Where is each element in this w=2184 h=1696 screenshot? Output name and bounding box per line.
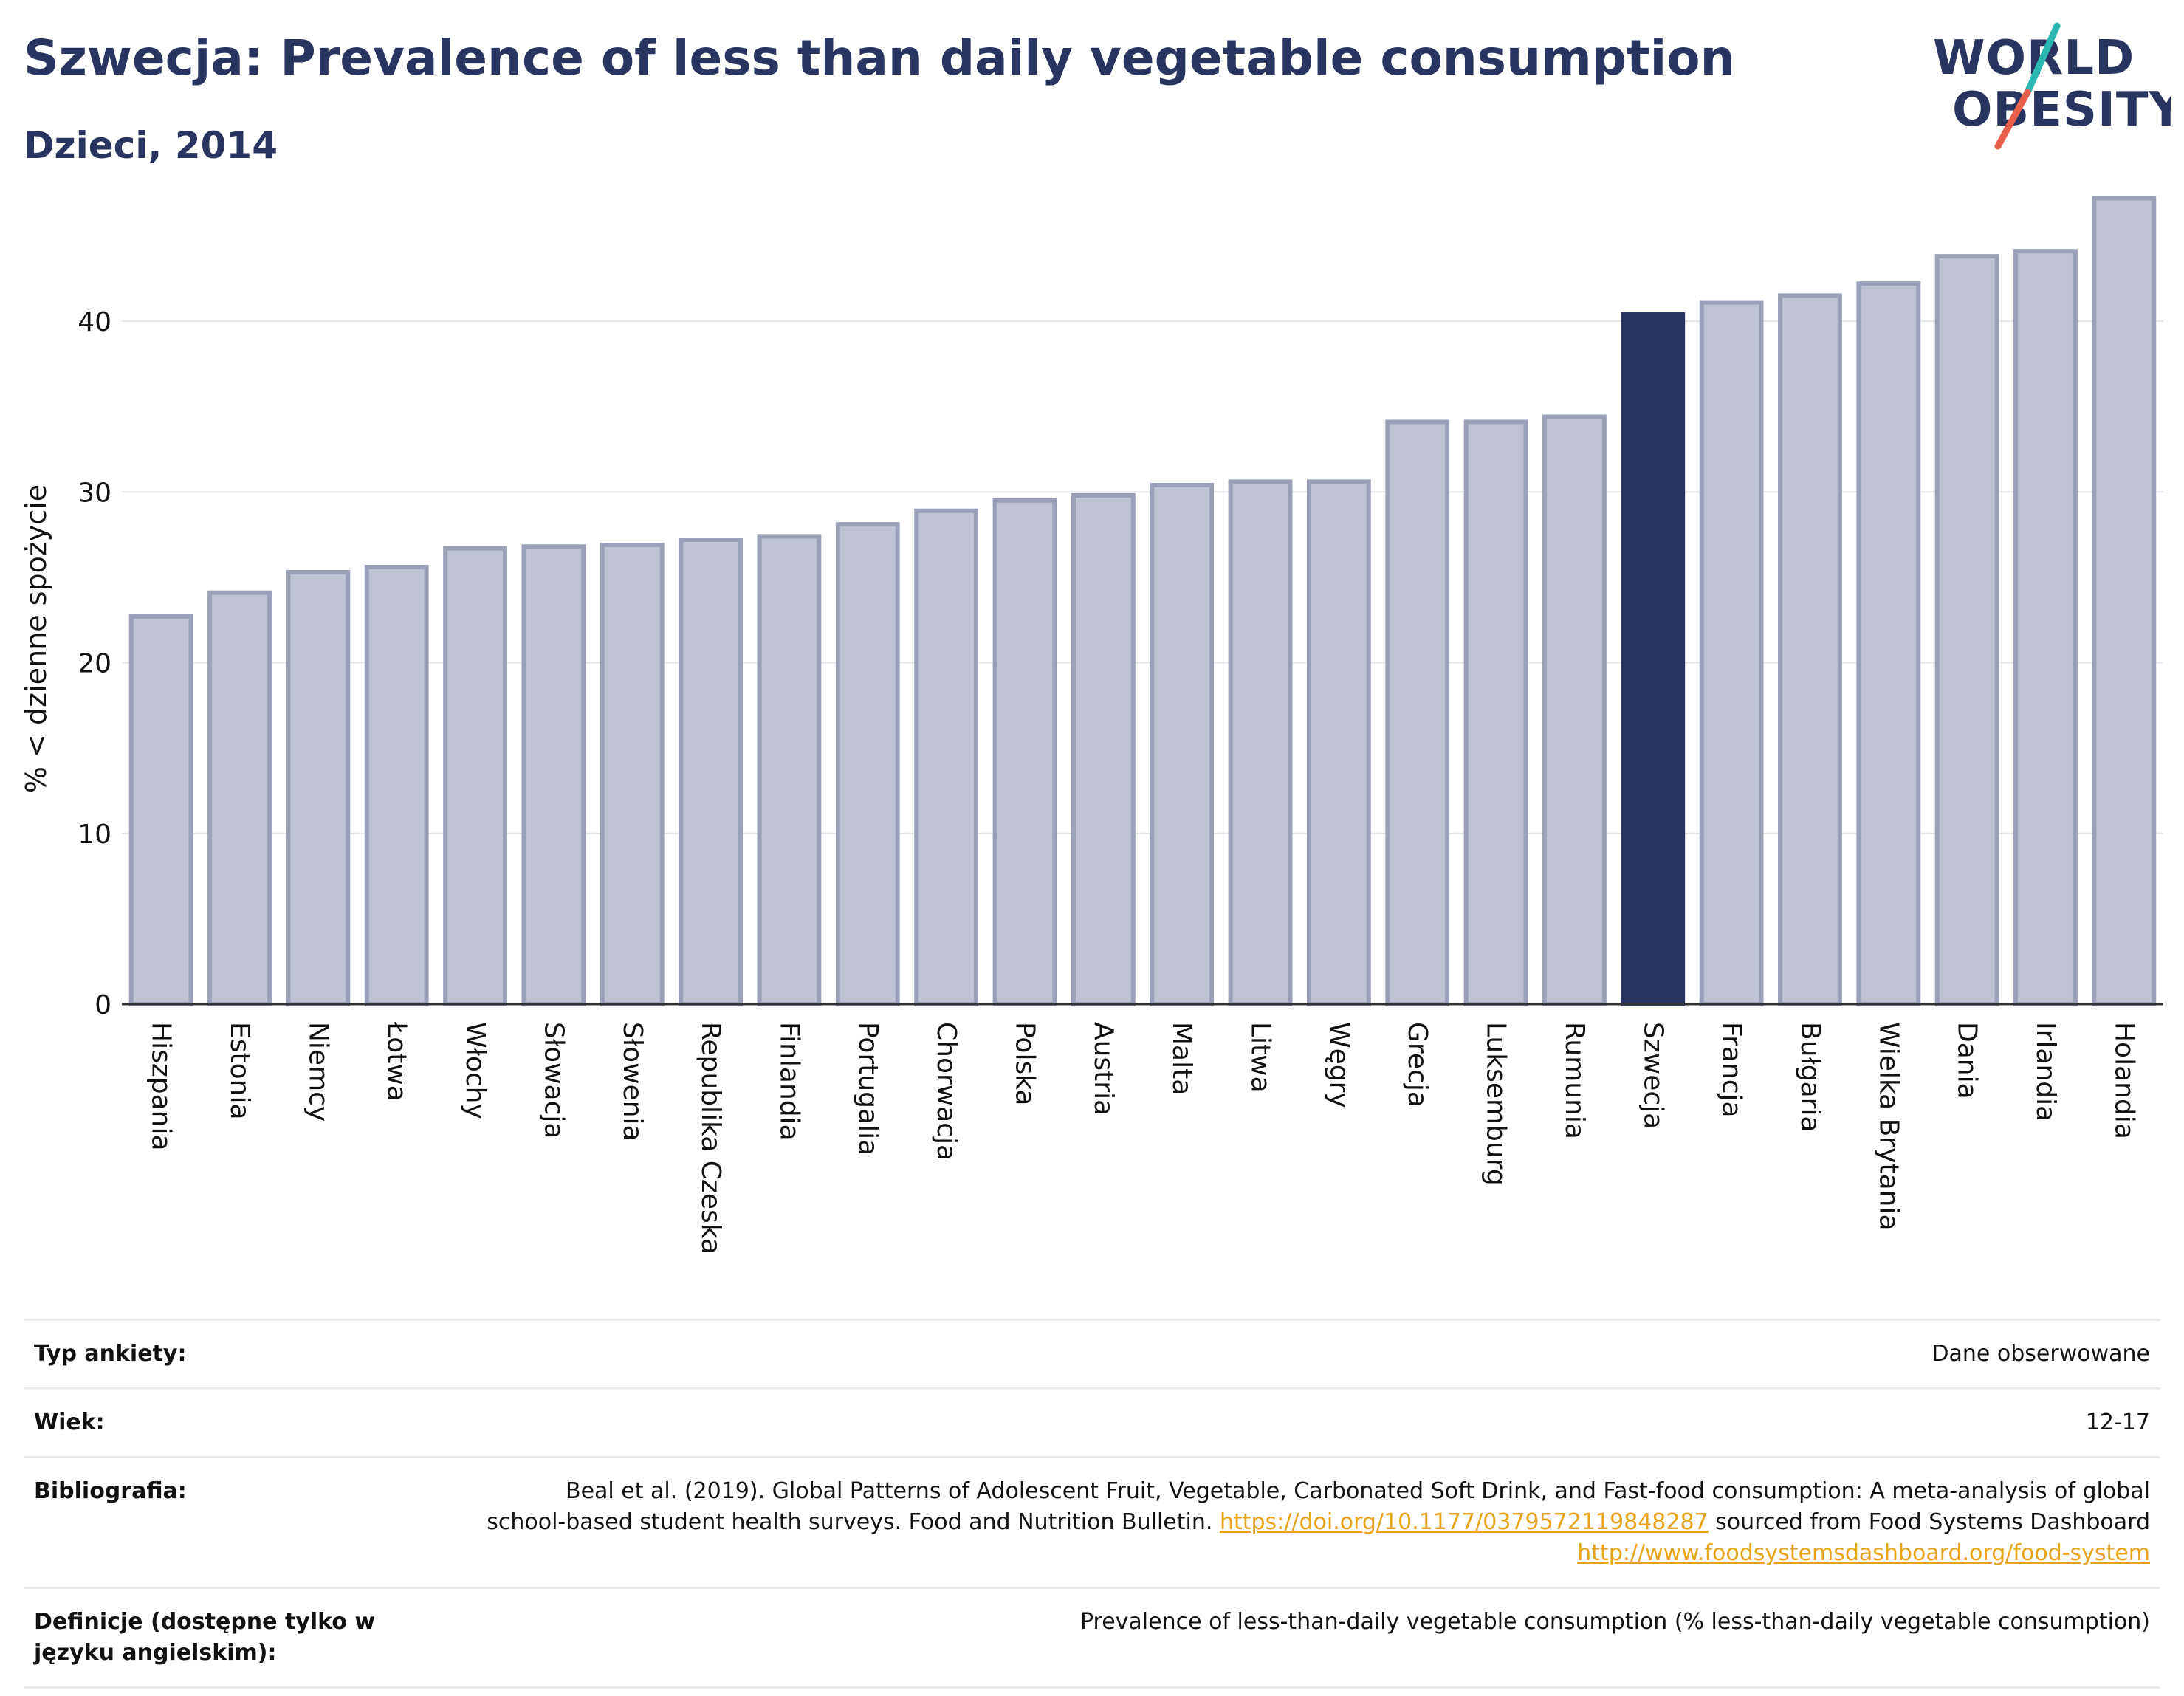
x-tick-label: Niemcy bbox=[303, 1022, 333, 1122]
bar bbox=[992, 498, 1057, 1006]
bar bbox=[1228, 479, 1293, 1006]
bibliography-value: Beal et al. (2019). Global Patterns of A… bbox=[473, 1456, 2160, 1588]
logo-text-obesity: OBESITY bbox=[1952, 83, 2171, 137]
x-tick-labels: Hiszpania Estonia Niemcy Łotwa Włochy Słowacj… bbox=[146, 1021, 2140, 1254]
bar bbox=[600, 542, 665, 1006]
x-tick-label: Estonia bbox=[224, 1022, 255, 1120]
x-tick-label: Grecja bbox=[1402, 1022, 1432, 1108]
bar bbox=[1463, 419, 1528, 1006]
bar-highlighted bbox=[1621, 312, 1686, 1006]
logo-slash-teal bbox=[2024, 22, 2061, 96]
info-label: Definicje (dostępne tylko w języku angie… bbox=[24, 1587, 473, 1689]
x-tick-label: Wielka Brytania bbox=[1873, 1022, 1903, 1231]
x-tick-label: Francja bbox=[1717, 1022, 1747, 1118]
info-row-survey-type: Typ ankiety: Dane obserwowane bbox=[24, 1319, 2160, 1389]
bar bbox=[443, 546, 507, 1006]
bar bbox=[914, 508, 979, 1006]
x-tick-label: Rumunia bbox=[1559, 1022, 1590, 1139]
x-tick-label: Chorwacja bbox=[931, 1022, 961, 1161]
bibliography-text: Beal et al. (2019). Global Patterns of A… bbox=[487, 1478, 2150, 1535]
x-tick-label: Szwecja bbox=[1638, 1022, 1668, 1129]
bibliography-source-text: sourced from Food Systems Dashboard bbox=[1715, 1509, 2150, 1535]
info-label: Wiek: bbox=[24, 1387, 473, 1458]
bar bbox=[1306, 479, 1371, 1006]
info-row-bibliography: Bibliografia: Beal et al. (2019). Global… bbox=[24, 1456, 2160, 1588]
bar bbox=[835, 522, 900, 1006]
bar bbox=[1699, 300, 1764, 1006]
x-tick-label: Litwa bbox=[1246, 1022, 1276, 1093]
x-tick-label: Portugalia bbox=[853, 1022, 883, 1156]
y-tick-label: 0 bbox=[95, 990, 111, 1020]
bar bbox=[1934, 254, 1999, 1006]
bars bbox=[128, 196, 2157, 1006]
bar bbox=[286, 569, 351, 1006]
y-axis-label: % < dzienne spożycie bbox=[20, 484, 52, 793]
bar bbox=[2013, 249, 2078, 1006]
x-tick-label: Węgry bbox=[1324, 1022, 1354, 1108]
x-tick-label: Republika Czeska bbox=[696, 1022, 726, 1254]
info-value: 12-17 bbox=[473, 1387, 2160, 1458]
y-tick-label: 30 bbox=[78, 478, 111, 508]
food-systems-link[interactable]: http://www.foodsystemsdashboard.org/food… bbox=[1577, 1540, 2150, 1566]
x-tick-label: Malta bbox=[1167, 1022, 1197, 1095]
x-tick-label: Włochy bbox=[460, 1022, 490, 1119]
x-tick-label: Łotwa bbox=[382, 1021, 412, 1102]
x-tick-label: Słowenia bbox=[617, 1022, 648, 1141]
bar bbox=[679, 538, 744, 1006]
bar bbox=[1385, 419, 1450, 1006]
y-tick-label: 10 bbox=[78, 820, 111, 850]
doi-link[interactable]: https://doi.org/10.1177/0379572119848287 bbox=[1219, 1509, 1709, 1535]
info-table: Typ ankiety: Dane obserwowane Wiek: 12-1… bbox=[24, 1319, 2160, 1689]
bar bbox=[521, 544, 586, 1006]
x-tick-label: Austria bbox=[1088, 1022, 1119, 1116]
page-subtitle: Dzieci, 2014 bbox=[24, 124, 278, 167]
bar bbox=[1778, 293, 1842, 1006]
bar bbox=[207, 590, 272, 1006]
x-tick-label: Finlandia bbox=[774, 1022, 804, 1141]
bar bbox=[1542, 414, 1607, 1006]
bar bbox=[364, 565, 429, 1006]
info-label: Typ ankiety: bbox=[24, 1319, 473, 1389]
bar bbox=[128, 614, 193, 1006]
logo-slash-red bbox=[1994, 89, 2031, 150]
x-tick-label: Irlandia bbox=[2030, 1022, 2061, 1122]
x-tick-label: Holandia bbox=[2109, 1022, 2139, 1139]
page-title: Szwecja: Prevalence of less than daily v… bbox=[24, 30, 1735, 86]
bar bbox=[1856, 281, 1921, 1006]
x-tick-label: Słowacja bbox=[538, 1022, 569, 1139]
x-tick-label: Luksemburg bbox=[1481, 1022, 1511, 1186]
x-tick-label: Hiszpania bbox=[146, 1022, 176, 1151]
bar bbox=[1150, 483, 1215, 1006]
bar bbox=[2092, 196, 2157, 1006]
info-row-definitions: Definicje (dostępne tylko w języku angie… bbox=[24, 1587, 2160, 1689]
x-tick-label: Bułgaria bbox=[1795, 1022, 1825, 1133]
y-tick-label: 40 bbox=[78, 307, 111, 337]
x-tick-label: Polska bbox=[1009, 1022, 1040, 1105]
info-label: Bibliografia: bbox=[24, 1456, 473, 1588]
x-tick-label: Dania bbox=[1952, 1022, 1982, 1099]
world-obesity-logo: WORLD OBESITY bbox=[1933, 22, 2171, 150]
bar bbox=[757, 534, 822, 1006]
bar bbox=[1071, 492, 1136, 1006]
info-value: Dane obserwowane bbox=[473, 1319, 2160, 1389]
bar-chart: 0 10 20 30 40 Hiszpania Estonia Niemcy Łotwa Wło… bbox=[20, 196, 2163, 1254]
info-value: Prevalence of less-than-daily vegetable … bbox=[473, 1587, 2160, 1689]
y-tick-label: 20 bbox=[78, 649, 111, 679]
y-tick-labels: 0 10 20 30 40 bbox=[78, 307, 111, 1020]
info-row-age: Wiek: 12-17 bbox=[24, 1387, 2160, 1458]
